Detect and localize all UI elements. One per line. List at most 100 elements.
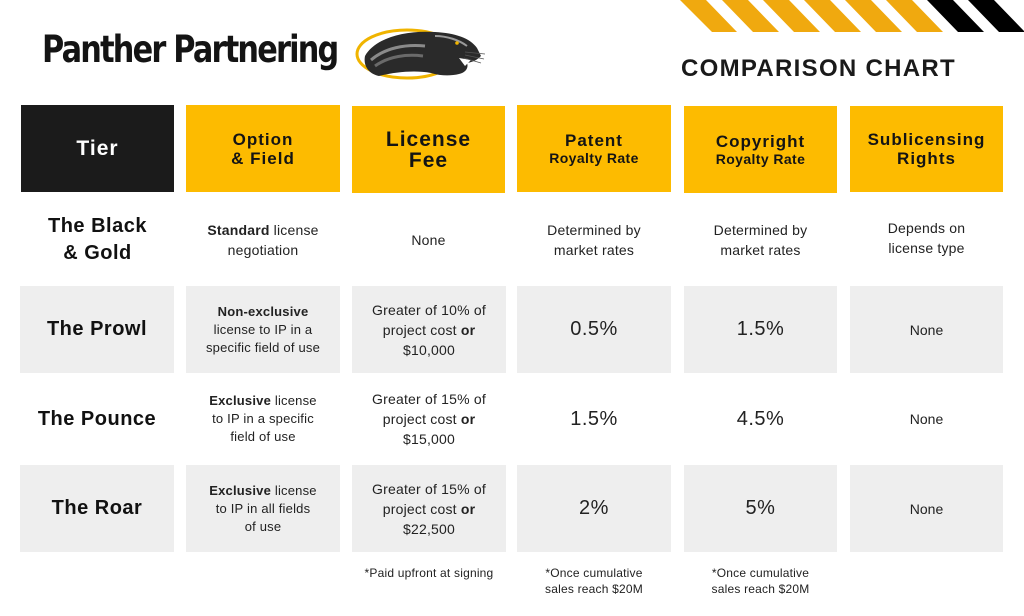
fee-amount: $15,000 — [402, 431, 455, 447]
column-header-label: Fee — [408, 148, 449, 172]
column-header-label: Patent — [565, 130, 623, 150]
patent-text: Determined by — [547, 222, 641, 238]
fee-text: project cost or — [383, 409, 475, 429]
footnote-line: sales reach $20M — [545, 582, 643, 596]
row-prowl-sublicensing: None — [850, 286, 1003, 373]
column-header-label: Copyright — [715, 131, 806, 151]
row-pounce-patent: 1.5% — [517, 376, 671, 462]
option-text-line: field of use — [230, 429, 296, 444]
row-black-gold-patent: Determined by market rates — [517, 200, 671, 280]
option-text: Standard license — [207, 220, 318, 240]
footnote-line: *Once cumulative — [711, 566, 810, 580]
row-prowl-copyright: 1.5% — [684, 286, 837, 373]
option-text-rest: license — [271, 482, 317, 498]
footnote-patent: *Once cumulative sales reach $20M — [517, 565, 671, 597]
row-roar-fee: Greater of 15% of project cost or $22,50… — [352, 465, 506, 552]
option-text-line: to IP in all fields — [215, 500, 311, 516]
column-header-sublicensing-rights: Sublicensing Rights — [850, 106, 1003, 192]
tier-name: The Prowl — [46, 318, 148, 340]
option-text-line: specific field of use — [205, 339, 321, 355]
column-header-label: Royalty Rate — [715, 150, 806, 167]
copyright-rate: 1.5% — [736, 318, 785, 340]
option-text-line: of use — [244, 518, 282, 534]
tier-name: The Roar — [51, 497, 143, 519]
row-prowl-patent: 0.5% — [517, 286, 671, 373]
row-roar-patent: 2% — [517, 465, 671, 552]
column-header-label: Tier — [76, 137, 119, 160]
fee-emphasis: or — [460, 321, 476, 338]
sublicensing-text: None — [909, 411, 944, 427]
patent-rate: 0.5% — [570, 318, 618, 340]
fee-emphasis: or — [460, 411, 476, 427]
column-header-label: & Field — [231, 148, 295, 168]
patent-text: market rates — [553, 242, 635, 258]
column-header-label: License — [385, 127, 472, 151]
patent-rate: 1.5% — [570, 407, 618, 430]
option-text-rest: license — [271, 393, 317, 408]
row-black-gold-copyright: Determined by market rates — [684, 200, 837, 280]
panther-logo-icon — [355, 28, 486, 80]
fee-text: project cost or — [383, 320, 475, 340]
fee-text: Greater of 15% of — [372, 480, 486, 497]
fee-text-part: project cost — [382, 500, 461, 517]
chart-title: COMPARISON CHART — [681, 55, 957, 82]
column-header-option-field: Option & Field — [186, 105, 340, 192]
fee-text: project cost or — [383, 499, 475, 519]
copyright-text: market rates — [720, 242, 801, 258]
row-pounce-sublicensing: None — [850, 376, 1003, 462]
fee-emphasis: or — [460, 500, 476, 517]
row-roar-option: Exclusive license to IP in all fields of… — [186, 465, 340, 552]
option-emphasis: Exclusive — [209, 393, 272, 408]
row-prowl-option: Non-exclusive license to IP in a specifi… — [186, 286, 340, 373]
row-pounce-option: Exclusive license to IP in a specific fi… — [186, 376, 340, 462]
row-roar-sublicensing: None — [850, 465, 1003, 552]
copyright-rate: 5% — [745, 497, 776, 519]
row-black-gold-tier: The Black & Gold — [21, 200, 174, 280]
fee-text: Greater of 15% of — [372, 391, 486, 407]
copyright-text: Determined by — [713, 222, 808, 238]
row-roar-copyright: 5% — [684, 465, 837, 552]
fee-text-part: project cost — [382, 411, 461, 427]
option-text: Exclusive license — [209, 482, 316, 500]
column-header-label: Royalty Rate — [549, 149, 639, 166]
column-header-license-fee: License Fee — [352, 106, 505, 193]
sublicensing-text: Depends on — [887, 220, 966, 236]
option-text-line: negotiation — [227, 242, 299, 258]
row-pounce-copyright: 4.5% — [684, 376, 837, 462]
option-emphasis: Non-exclusive — [217, 303, 309, 319]
row-roar-tier: The Roar — [20, 465, 174, 552]
row-black-gold-fee: None — [352, 200, 505, 280]
option-text-line: license to IP in a — [213, 321, 313, 337]
column-header-label: Sublicensing — [867, 130, 986, 149]
fee-amount: $22,500 — [402, 520, 455, 537]
column-header-label: Rights — [897, 149, 956, 168]
row-prowl-fee: Greater of 10% of project cost or $10,00… — [352, 286, 506, 373]
column-header-copyright-royalty: Copyright Royalty Rate — [684, 106, 837, 193]
tier-name: & Gold — [63, 242, 132, 264]
footnote-line: sales reach $20M — [711, 582, 810, 596]
decorative-stripes — [680, 0, 1024, 32]
sublicensing-text: None — [909, 500, 944, 517]
fee-text: None — [411, 232, 446, 248]
sublicensing-text: license type — [888, 240, 965, 256]
fee-text: Greater of 10% of — [372, 301, 486, 318]
row-pounce-tier: The Pounce — [20, 376, 174, 462]
option-text: Exclusive license — [209, 392, 316, 410]
footnote-line: *Once cumulative — [545, 566, 643, 580]
row-black-gold-option: Standard license negotiation — [186, 200, 340, 280]
tier-name: The Pounce — [37, 407, 157, 430]
fee-amount: $10,000 — [402, 341, 455, 358]
column-header-label: Option — [232, 129, 294, 149]
brand-title: Panther Partnering — [42, 28, 339, 71]
tier-name: The Black — [48, 215, 147, 237]
fee-text-part: project cost — [382, 321, 461, 338]
row-prowl-tier: The Prowl — [20, 286, 174, 373]
patent-rate: 2% — [579, 497, 609, 519]
row-black-gold-sublicensing: Depends on license type — [850, 198, 1003, 278]
option-emphasis: Exclusive — [209, 482, 272, 498]
row-pounce-fee: Greater of 15% of project cost or $15,00… — [352, 376, 506, 462]
option-emphasis: Standard — [207, 222, 270, 238]
footnote-fee: *Paid upfront at signing — [364, 566, 494, 580]
column-header-patent-royalty: Patent Royalty Rate — [517, 105, 671, 192]
column-header-tier: Tier — [21, 105, 174, 192]
